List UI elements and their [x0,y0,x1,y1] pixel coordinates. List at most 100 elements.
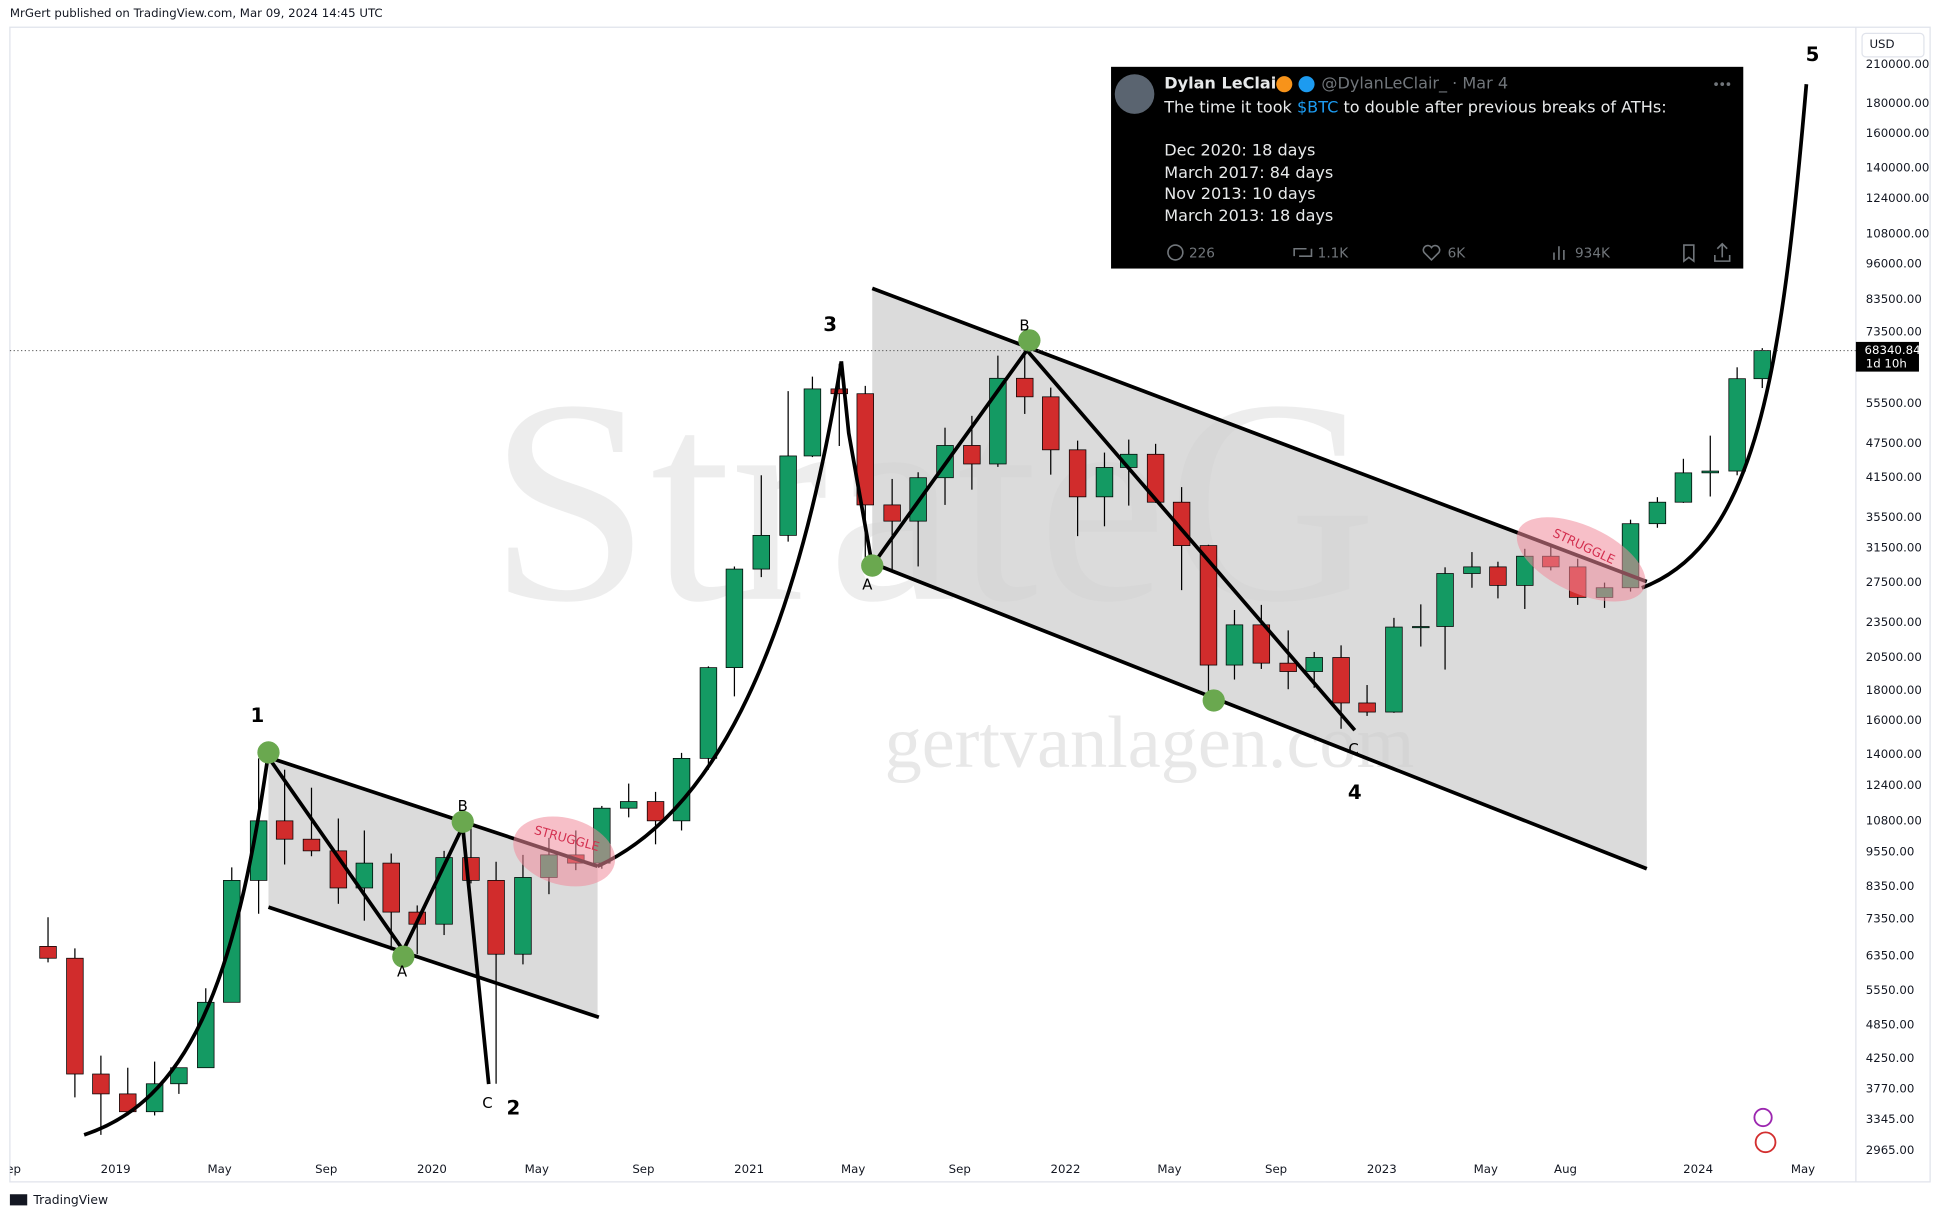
x-tick-label: Aug [1554,1162,1577,1176]
tweet-line: Dec 2020: 18 days [1164,140,1315,159]
more-menu[interactable] [1714,82,1731,87]
tweet-bg [1111,66,1744,269]
icon[interactable] [1754,1131,1777,1154]
candle-body [514,877,532,955]
candle-body [170,1067,188,1085]
candle-body [646,801,665,822]
pivot-dot [392,945,415,968]
candle-body [1436,573,1454,627]
candle-body [39,946,57,959]
y-tick-label: 108000.00 [1866,226,1930,240]
candle-body [1279,662,1297,672]
y-tick-label: 4850.00 [1866,1017,1915,1031]
countdown: 1d 10h [1866,357,1907,371]
candle-body [619,801,638,809]
bookmark-icon[interactable] [1683,244,1695,263]
y-tick-label: 3345.00 [1866,1112,1915,1126]
x-tick-label: Sep [0,1162,21,1176]
candle-body [1095,467,1114,498]
y-tick-label: 6350.00 [1866,949,1915,963]
cashtag[interactable]: $BTC [1297,97,1338,116]
tweet-line: March 2013: 18 days [1164,206,1333,225]
wave-label: 4 [1348,781,1362,804]
wave-label: 1 [250,704,264,727]
curve [1641,83,1809,590]
candle-body [1016,377,1034,398]
y-tick-label: 16000.00 [1866,713,1922,727]
y-tick-label: 20500.00 [1866,650,1922,664]
candle-body [803,388,822,457]
reply-icon[interactable] [1167,244,1184,261]
y-tick-label: 140000.00 [1866,160,1930,174]
channel-line [871,561,1648,871]
candle-body [963,445,981,465]
x-tick-label: 2021 [734,1162,764,1176]
candle-body [1225,624,1244,666]
x-tick-label: May [1157,1162,1181,1176]
x-tick-label: 2023 [1367,1162,1397,1176]
tweet-icons [1167,242,1731,263]
badge [1276,76,1293,93]
x-tick-label: 2022 [1051,1162,1081,1176]
pivot-dot [451,810,474,833]
pivot-dot [861,554,884,577]
candle-body [856,393,874,506]
verified-badge [1298,76,1315,93]
candle-body [66,957,84,1075]
y-tick-label: 124000.00 [1866,191,1930,205]
candle-body [1674,472,1693,503]
correction-label: C [482,1095,492,1112]
header: MrGert published on TradingView.com, Mar… [10,6,383,20]
tweet-card: Dylan LeClair @DylanLeClair_ · Mar 4 The… [1111,66,1744,269]
y-tick-label: 3770.00 [1866,1082,1915,1096]
views-icon[interactable] [1553,246,1565,260]
y-tick-label: 5550.00 [1866,983,1915,997]
candle-body [1753,350,1771,380]
x-tick-label: Sep [1265,1162,1287,1176]
x-tick-label: Sep [315,1162,337,1176]
candle-body [1042,396,1060,451]
view-count: 934K [1575,246,1611,262]
candle-body [752,534,770,570]
tweet-handle: @DylanLeClair_ · Mar 4 [1321,74,1508,94]
x-tick-label: Sep [949,1162,971,1176]
like-icon[interactable] [1422,244,1441,262]
last-price-box [1855,341,1919,372]
struggle-zone [513,816,616,887]
struggle-zone [1516,517,1646,602]
y-tick-label: 96000.00 [1866,256,1922,270]
logo [9,1194,28,1206]
y-tick-label: 12400.00 [1866,778,1922,792]
candle-body [1252,624,1271,664]
x-tick-label: May [207,1162,231,1176]
reply-count: 226 [1189,246,1215,262]
y-tick-label: 8350.00 [1866,879,1915,893]
x-tick-label: May [841,1162,865,1176]
x-tick-label: 2024 [1683,1162,1713,1176]
tweet-author: Dylan LeClair [1164,74,1284,93]
currency: USD [1869,37,1894,51]
zigzag [266,756,491,1085]
currency-box[interactable] [1861,32,1925,58]
y-tick-label: 41500.00 [1866,470,1922,484]
pivots [257,329,1225,968]
retweet-icon[interactable] [1293,247,1313,257]
y-tick-label: 180000.00 [1866,96,1930,110]
correction-label: B [458,798,468,815]
candle-body [1412,626,1430,629]
curve [596,361,844,868]
candle-body [302,838,321,852]
pivot-dot [1202,689,1225,712]
share-icon[interactable] [1714,242,1731,262]
correction-label: A [862,576,873,593]
y-tick-label: 47500.00 [1866,436,1922,450]
y-tick-label: 23500.00 [1866,615,1922,629]
candle-body [487,880,505,955]
tweet-text-part: to double after previous breaks of ATHs: [1338,97,1666,116]
tweet-line: March 2017: 84 days [1164,163,1333,182]
icon[interactable] [1753,1107,1773,1128]
channel-line [267,905,600,1020]
wave-label: 5 [1806,43,1820,66]
candle-body [883,504,901,522]
